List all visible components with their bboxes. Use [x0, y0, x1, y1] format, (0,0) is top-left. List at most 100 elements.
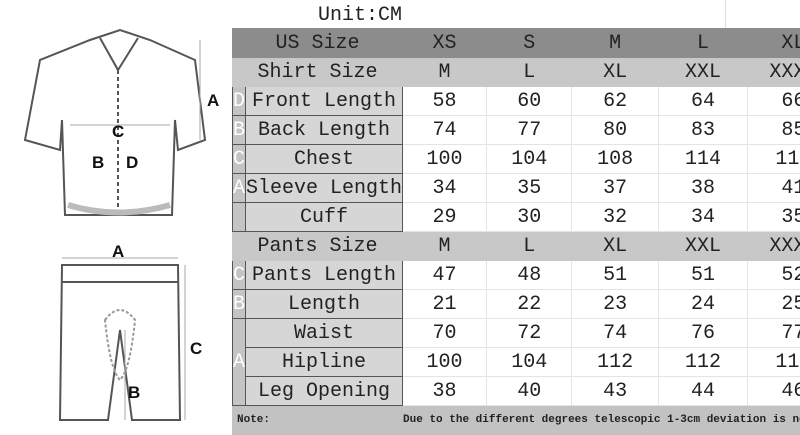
measure-value: 104 — [487, 348, 572, 377]
measure-value: 35 — [748, 203, 800, 232]
measure-value: 22 — [487, 290, 572, 319]
shirt-size-xxl: XXL — [658, 58, 747, 87]
measure-value: 118 — [748, 145, 800, 174]
measure-letter: D — [233, 87, 246, 116]
measure-value: 64 — [658, 87, 747, 116]
pants-size-m: M — [403, 232, 487, 261]
measure-label: Front Length — [246, 87, 403, 116]
measure-letter: A — [233, 174, 246, 203]
shirt-size-m: M — [403, 58, 487, 87]
measure-value: 60 — [487, 87, 572, 116]
measure-value: 35 — [487, 174, 572, 203]
label-c: C — [112, 122, 124, 141]
measure-value: 76 — [658, 319, 747, 348]
measure-label: Leg Opening — [246, 377, 403, 406]
label-b: B — [92, 153, 104, 172]
note-row: Note:Due to the different degrees telesc… — [233, 406, 800, 435]
shirt-size-xxxl: XXXL — [748, 58, 800, 87]
us-size-l: L — [658, 29, 747, 58]
measure-value: 52 — [748, 261, 800, 290]
measure-value: 25 — [748, 290, 800, 319]
measure-value: 30 — [487, 203, 572, 232]
pants-size-header-row: Pants SizeMLXLXXLXXXL — [233, 232, 800, 261]
measure-value: 112 — [572, 348, 659, 377]
label-d: D — [126, 153, 138, 172]
measure-value: 100 — [403, 145, 487, 174]
measure-value: 34 — [658, 203, 747, 232]
shirt-measure-row: CChest100104108114118 — [233, 145, 800, 174]
measure-value: 62 — [572, 87, 659, 116]
measure-value: 48 — [487, 261, 572, 290]
measure-label: Cuff — [246, 203, 403, 232]
measure-letter: B — [233, 290, 246, 319]
measure-value: 41 — [748, 174, 800, 203]
measure-value: 29 — [403, 203, 487, 232]
note-label: Note: — [233, 406, 403, 435]
measure-letter: C — [233, 145, 246, 174]
measure-value: 70 — [403, 319, 487, 348]
measure-value: 83 — [658, 116, 747, 145]
us-size-label: US Size — [233, 29, 403, 58]
pants-size-xxl: XXL — [658, 232, 747, 261]
measure-value: 100 — [403, 348, 487, 377]
shorts-outline — [60, 265, 180, 420]
shorts-label-a: A — [112, 242, 124, 261]
unit-label: Unit:CM — [318, 4, 402, 27]
measure-value: 72 — [487, 319, 572, 348]
measure-value: 112 — [658, 348, 747, 377]
measure-letter: B — [233, 116, 246, 145]
measure-value: 112 — [748, 348, 800, 377]
measure-value: 37 — [572, 174, 659, 203]
jersey-measure-lines — [70, 40, 200, 140]
us-size-xs: XS — [403, 29, 487, 58]
measure-value: 21 — [403, 290, 487, 319]
measure-value: 46 — [748, 377, 800, 406]
shirt-size-header-row: Shirt SizeMLXLXXLXXXL — [233, 58, 800, 87]
measure-value: 47 — [403, 261, 487, 290]
garment-diagram: A C B D A C B — [0, 0, 232, 434]
us-size-s: S — [487, 29, 572, 58]
us-size-m: M — [572, 29, 659, 58]
measure-value: 77 — [748, 319, 800, 348]
measure-label: Sleeve Length — [246, 174, 403, 203]
measure-letter: A — [233, 319, 246, 406]
measure-value: 43 — [572, 377, 659, 406]
measure-value: 85 — [748, 116, 800, 145]
measure-label: Length — [246, 290, 403, 319]
measure-letter: C — [233, 261, 246, 290]
measure-label: Pants Length — [246, 261, 403, 290]
measure-value: 34 — [403, 174, 487, 203]
grid-line — [725, 0, 726, 28]
measure-label: Hipline — [246, 348, 403, 377]
measure-value: 104 — [487, 145, 572, 174]
us-size-xl: XL — [748, 29, 800, 58]
pants-size-label: Pants Size — [233, 232, 403, 261]
measure-value: 74 — [403, 116, 487, 145]
measure-value: 32 — [572, 203, 659, 232]
measure-value: 44 — [658, 377, 747, 406]
shirt-size-xl: XL — [572, 58, 659, 87]
measure-value: 108 — [572, 145, 659, 174]
measure-value: 38 — [403, 377, 487, 406]
measure-letter — [233, 203, 246, 232]
pants-size-l: L — [487, 232, 572, 261]
measure-value: 51 — [658, 261, 747, 290]
note-text: Due to the different degrees telescopic … — [403, 406, 800, 435]
measure-value: 23 — [572, 290, 659, 319]
measure-value: 74 — [572, 319, 659, 348]
measure-value: 24 — [658, 290, 747, 319]
pants-size-xl: XL — [572, 232, 659, 261]
measure-value: 51 — [572, 261, 659, 290]
measure-value: 77 — [487, 116, 572, 145]
measure-label: Waist — [246, 319, 403, 348]
measure-value: 58 — [403, 87, 487, 116]
